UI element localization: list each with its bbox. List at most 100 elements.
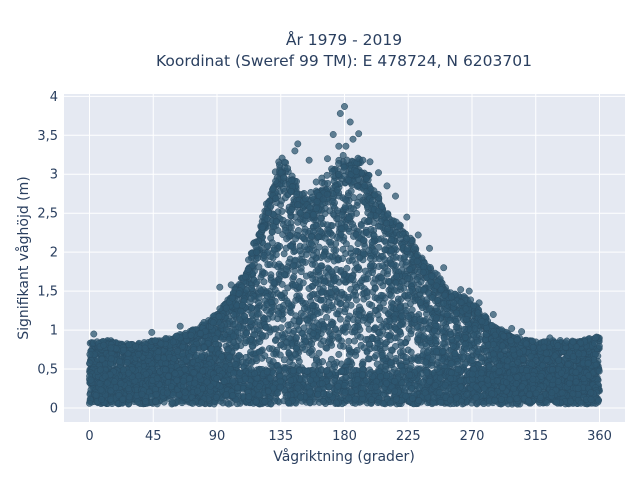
data-point xyxy=(396,304,404,312)
data-point xyxy=(308,340,316,348)
data-point xyxy=(353,264,361,272)
data-point xyxy=(387,292,395,300)
data-point xyxy=(260,251,268,259)
data-point xyxy=(332,274,340,282)
data-point xyxy=(247,348,255,356)
data-point xyxy=(356,254,364,262)
data-point xyxy=(248,304,256,312)
data-point xyxy=(351,323,359,331)
data-point xyxy=(301,346,309,353)
data-point xyxy=(299,258,307,266)
data-point xyxy=(261,269,269,277)
data-point xyxy=(347,204,355,212)
data-point xyxy=(341,308,349,316)
data-point xyxy=(318,288,326,296)
data-point xyxy=(268,228,276,236)
data-point xyxy=(334,215,342,223)
data-point xyxy=(407,362,415,370)
data-point xyxy=(264,242,272,250)
data-point xyxy=(423,348,431,356)
data-point xyxy=(190,346,198,354)
data-point xyxy=(357,341,365,349)
data-point xyxy=(440,334,448,342)
data-point xyxy=(384,267,392,275)
data-point xyxy=(404,312,412,320)
data-point xyxy=(333,310,341,318)
data-point xyxy=(294,218,302,226)
data-point xyxy=(381,246,389,253)
data-point xyxy=(432,304,440,312)
data-point xyxy=(330,257,338,265)
data-point xyxy=(309,330,317,337)
data-point xyxy=(345,214,353,221)
data-point xyxy=(407,330,415,338)
data-point xyxy=(268,303,276,311)
data-point xyxy=(414,357,422,365)
data-point xyxy=(283,235,291,243)
data-point xyxy=(357,333,364,341)
data-point xyxy=(323,344,331,352)
data-point xyxy=(284,321,292,329)
data-point xyxy=(385,332,393,340)
data-point xyxy=(359,236,367,244)
data-point xyxy=(347,187,355,195)
data-point xyxy=(295,292,303,300)
data-point xyxy=(284,219,291,227)
data-point xyxy=(292,345,300,352)
data-point xyxy=(292,351,299,359)
data-point xyxy=(276,242,284,250)
data-point xyxy=(290,261,298,269)
data-point xyxy=(302,272,310,280)
data-point xyxy=(338,225,346,233)
data-point xyxy=(419,326,427,334)
data-point xyxy=(392,253,400,261)
data-point xyxy=(381,340,389,348)
data-point xyxy=(497,351,505,359)
data-point xyxy=(242,353,250,361)
data-point xyxy=(426,334,434,342)
data-point xyxy=(477,354,485,362)
data-point xyxy=(270,325,278,333)
data-point xyxy=(471,325,479,333)
data-point xyxy=(394,295,402,303)
data-point xyxy=(375,243,383,251)
data-point xyxy=(341,323,349,331)
data-point xyxy=(339,276,347,284)
data-point xyxy=(305,285,313,292)
data-point xyxy=(292,296,300,304)
data-point xyxy=(316,272,324,280)
data-point xyxy=(584,359,592,367)
data-point xyxy=(349,316,357,323)
data-point xyxy=(371,324,379,332)
data-point xyxy=(309,302,317,310)
data-point xyxy=(449,342,457,350)
data-point xyxy=(307,240,315,248)
data-point xyxy=(379,262,386,270)
data-point xyxy=(277,324,285,332)
data-point xyxy=(246,318,254,326)
data-point xyxy=(331,285,339,293)
data-point xyxy=(300,305,308,313)
data-point xyxy=(397,338,405,346)
data-point xyxy=(253,278,261,286)
data-point xyxy=(392,354,400,362)
data-point xyxy=(423,296,431,304)
data-point xyxy=(332,246,340,254)
data-point xyxy=(257,287,265,295)
data-point xyxy=(321,245,329,253)
data-point xyxy=(426,305,433,313)
data-point xyxy=(498,342,506,350)
data-point xyxy=(333,234,341,241)
data-point xyxy=(315,349,323,357)
data-point xyxy=(398,278,406,286)
data-point xyxy=(398,312,406,320)
data-point xyxy=(374,339,382,347)
data-point xyxy=(365,217,373,225)
data-point xyxy=(347,245,355,253)
data-point xyxy=(446,330,454,338)
data-point xyxy=(280,250,288,258)
data-point xyxy=(276,303,284,311)
data-point xyxy=(489,341,497,348)
data-point xyxy=(266,261,274,268)
data-point xyxy=(253,310,261,318)
